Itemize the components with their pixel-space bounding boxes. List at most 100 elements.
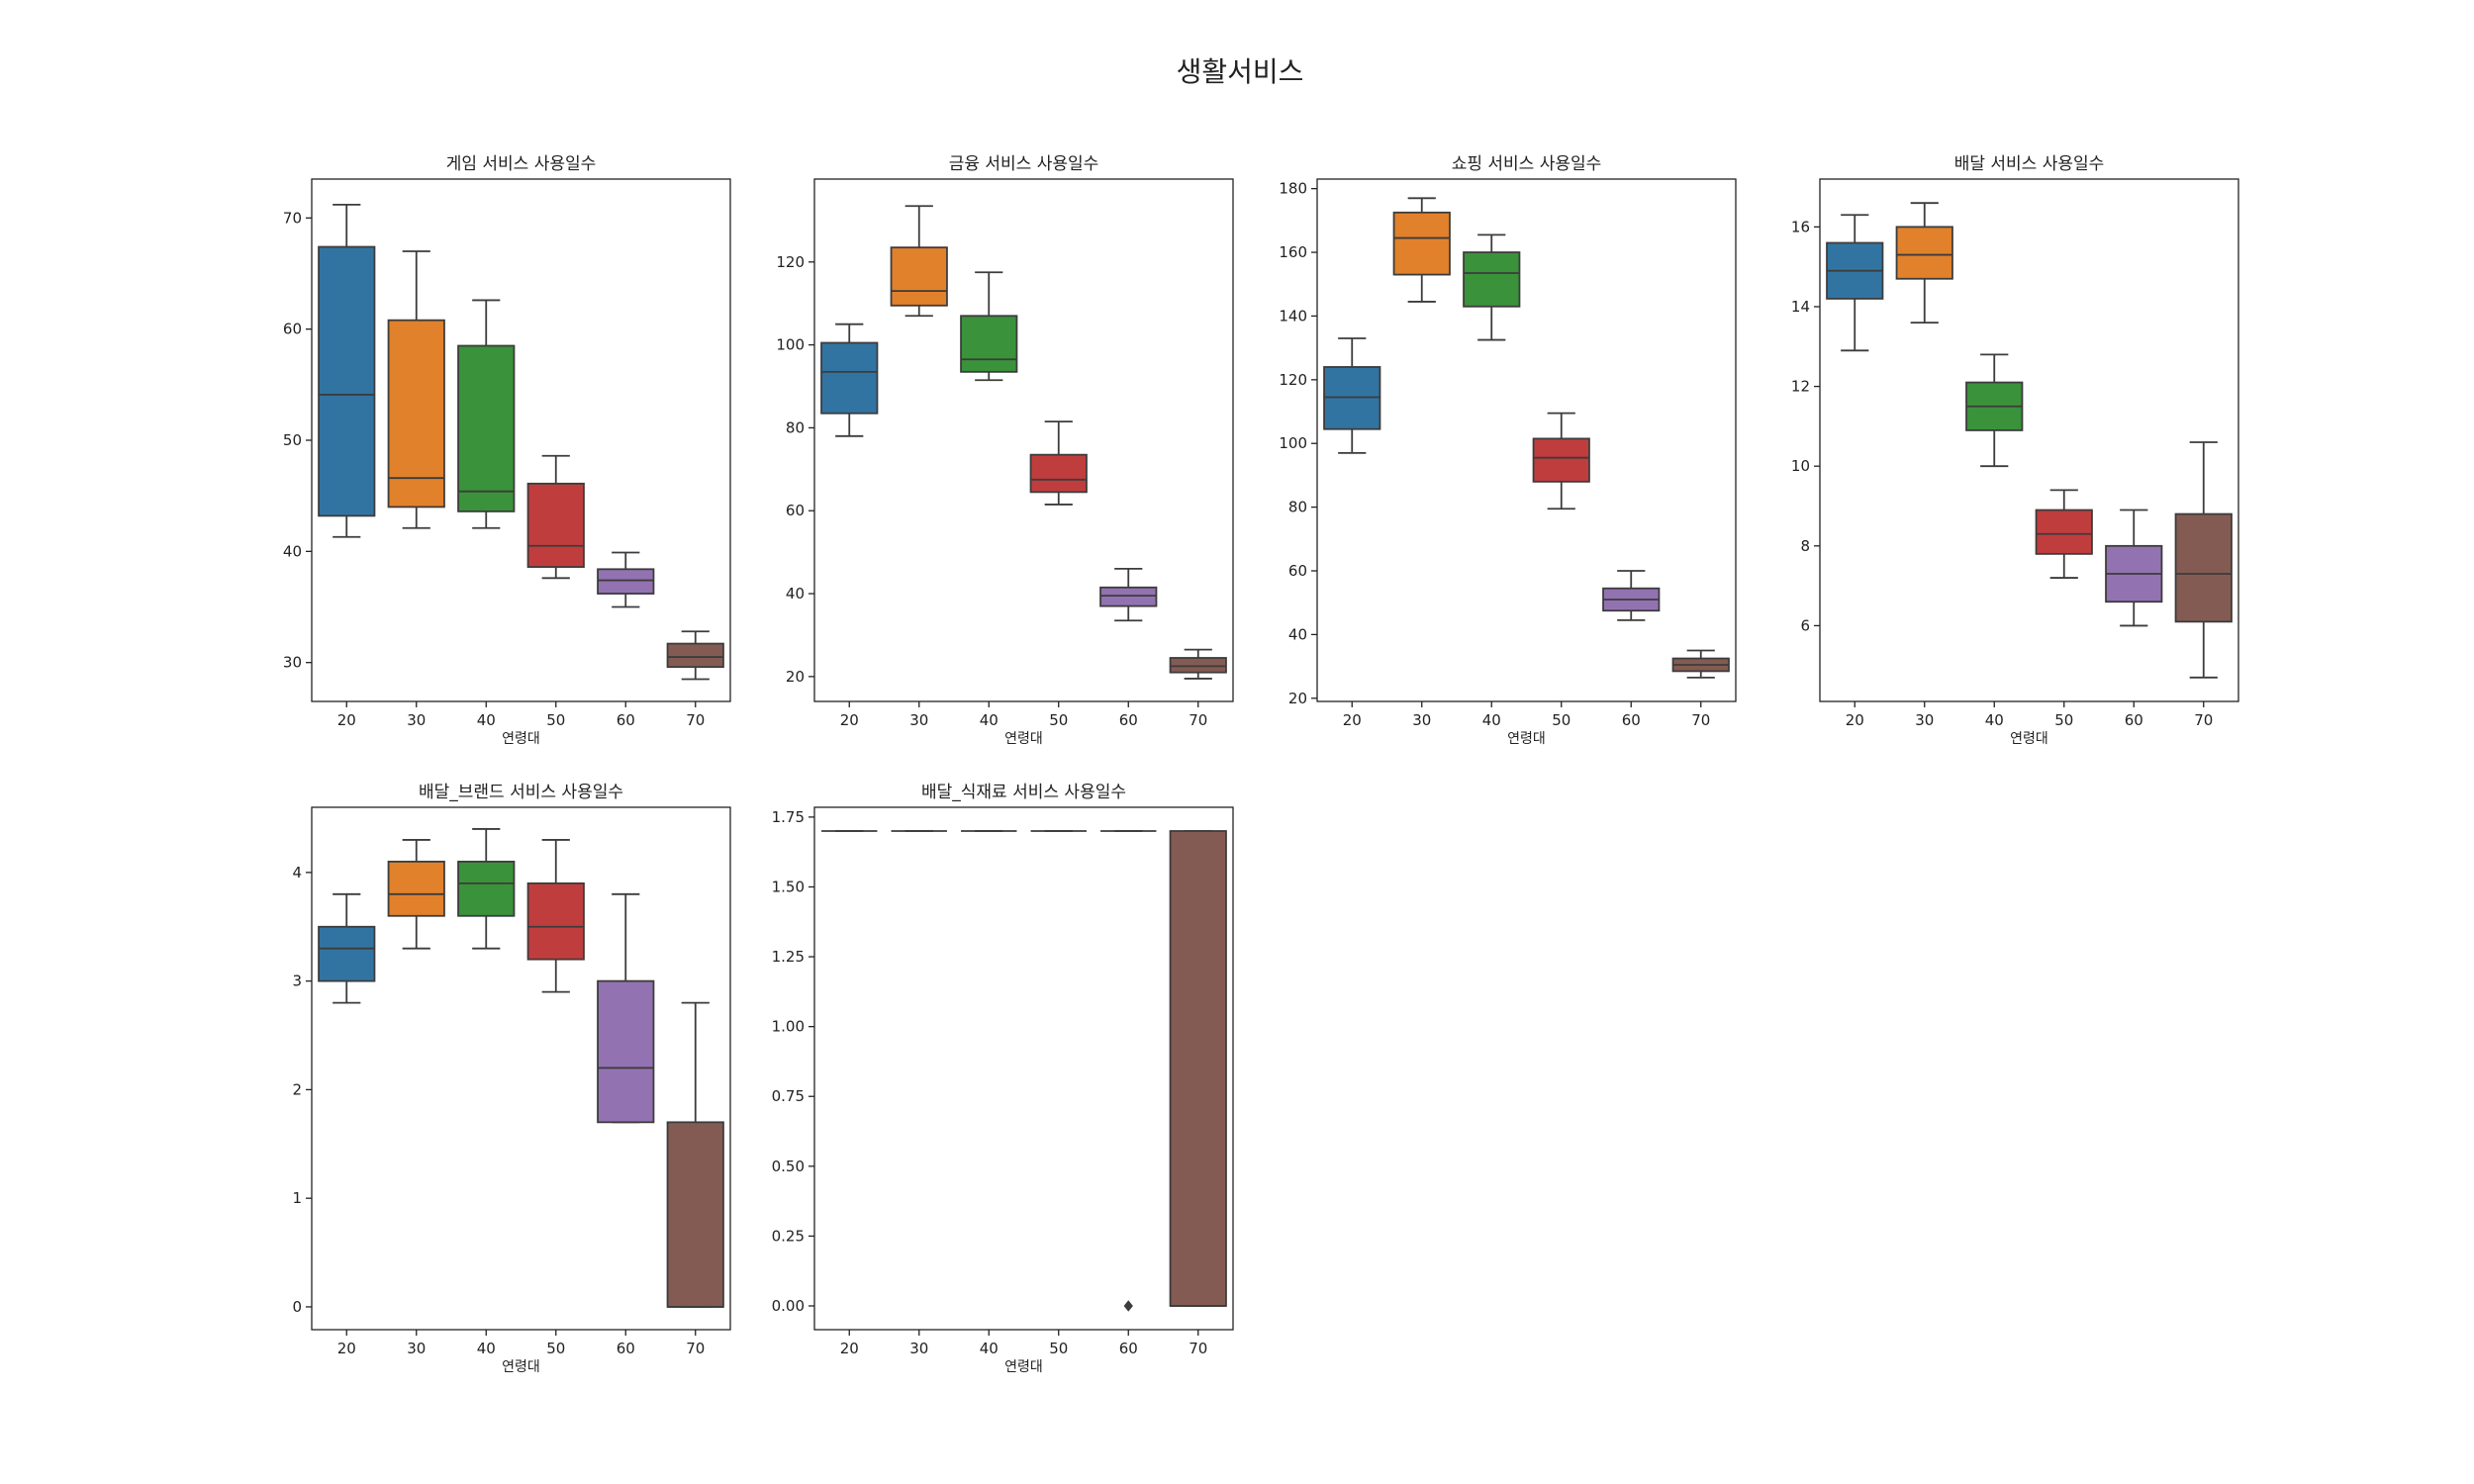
y-tick-label: 0.00 xyxy=(772,1297,805,1315)
box-70 xyxy=(666,1001,724,1308)
x-tick-label: 40 xyxy=(477,1340,496,1357)
y-tick-label: 8 xyxy=(1800,537,1810,555)
x-tick-label: 60 xyxy=(1119,1340,1138,1357)
box-40 xyxy=(457,828,516,950)
y-tick-label: 80 xyxy=(1288,499,1307,516)
x-tick-label: 60 xyxy=(2125,711,2143,729)
subplot-title: 금융 서비스 사용일수 xyxy=(949,154,1099,174)
box-body xyxy=(1895,226,1953,280)
y-tick-label: 140 xyxy=(1279,307,1307,325)
x-tick-label: 50 xyxy=(1049,1340,1068,1357)
x-tick-label: 70 xyxy=(1691,711,1710,729)
x-tick-label: 40 xyxy=(1482,711,1501,729)
subplot-title: 배달_식재료 서비스 사용일수 xyxy=(921,783,1126,802)
box-20 xyxy=(318,203,376,538)
x-tick-label: 60 xyxy=(1119,711,1138,729)
axes-frame xyxy=(1316,178,1737,702)
y-tick-label: 2 xyxy=(292,1080,302,1098)
box-30 xyxy=(1895,202,1953,324)
y-tick-label: 20 xyxy=(786,668,805,686)
x-axis-label: 연령대 xyxy=(502,731,540,747)
x-tick-label: 20 xyxy=(840,711,859,729)
x-axis-label: 연령대 xyxy=(1004,1359,1043,1375)
x-tick-label: 20 xyxy=(337,711,356,729)
box-40 xyxy=(457,299,516,529)
y-tick-label: 1.25 xyxy=(772,948,805,966)
box-50 xyxy=(1532,412,1590,510)
box-20 xyxy=(820,323,879,437)
subplot-3: 20 40 60 80 100 120 140 160 180 20 30 40 50 60 70 쇼핑 서비… xyxy=(1279,154,1737,747)
box-body xyxy=(2035,509,2093,555)
box-70 xyxy=(1169,830,1227,1307)
y-tick-label: 0.75 xyxy=(772,1087,805,1105)
box-body xyxy=(318,245,376,517)
subplot-title: 배달 서비스 사용일수 xyxy=(1954,154,2105,174)
y-tick-label: 100 xyxy=(776,336,805,354)
x-tick-label: 50 xyxy=(1552,711,1570,729)
box-70 xyxy=(666,630,724,681)
y-tick-label: 1.50 xyxy=(772,878,805,895)
x-tick-label: 40 xyxy=(477,711,496,729)
box-body xyxy=(666,642,724,669)
x-tick-label: 70 xyxy=(2194,711,2213,729)
y-tick-label: 0 xyxy=(292,1298,302,1316)
box-body xyxy=(526,482,585,568)
axes-frame xyxy=(311,806,731,1331)
box-30 xyxy=(1392,197,1451,303)
subplot-6: 0.00 0.25 0.50 0.75 1.00 1.25 1.50 1.75 20 30 40 50… xyxy=(772,783,1234,1375)
box-40 xyxy=(960,271,1018,382)
y-tick-label: 60 xyxy=(1288,562,1307,580)
x-tick-label: 50 xyxy=(1049,711,1068,729)
box-60 xyxy=(597,551,655,608)
x-tick-label: 70 xyxy=(1189,1340,1207,1357)
x-tick-label: 70 xyxy=(686,1340,705,1357)
box-body xyxy=(1463,251,1521,308)
box-50 xyxy=(2035,489,2093,579)
box-20 xyxy=(1826,214,1884,352)
x-axis-label: 연령대 xyxy=(502,1359,540,1375)
x-tick-label: 30 xyxy=(909,711,928,729)
x-tick-label: 70 xyxy=(686,711,705,729)
box-50 xyxy=(526,454,585,580)
y-tick-label: 16 xyxy=(1791,218,1810,235)
box-body xyxy=(1169,830,1227,1307)
y-tick-label: 180 xyxy=(1279,180,1307,198)
box-body xyxy=(1029,453,1088,494)
x-axis-label: 연령대 xyxy=(2010,731,2048,747)
y-tick-label: 40 xyxy=(283,542,302,560)
x-tick-label: 40 xyxy=(1985,711,2004,729)
box-body xyxy=(457,860,516,917)
subplot-title: 배달_브랜드 서비스 사용일수 xyxy=(419,783,623,802)
y-tick-label: 50 xyxy=(283,431,302,449)
box-body xyxy=(1392,211,1451,276)
axes-frame xyxy=(813,178,1234,702)
y-tick-label: 10 xyxy=(1791,457,1810,475)
y-tick-label: 40 xyxy=(786,585,805,603)
y-tick-label: 120 xyxy=(776,253,805,271)
y-tick-label: 14 xyxy=(1791,298,1810,316)
box-body xyxy=(1532,437,1590,483)
box-body xyxy=(2174,512,2233,623)
x-tick-label: 30 xyxy=(407,1340,426,1357)
y-tick-label: 1.00 xyxy=(772,1018,805,1036)
box-60 xyxy=(1099,568,1158,622)
box-body xyxy=(526,881,585,961)
x-tick-label: 50 xyxy=(546,1340,565,1357)
x-tick-label: 30 xyxy=(1915,711,1934,729)
x-tick-label: 60 xyxy=(1622,711,1641,729)
box-body xyxy=(387,860,445,917)
y-tick-label: 0.25 xyxy=(772,1227,805,1245)
x-tick-label: 60 xyxy=(617,711,635,729)
box-30 xyxy=(387,839,445,950)
box-40 xyxy=(1965,353,2024,468)
box-20 xyxy=(318,892,376,1004)
y-tick-label: 12 xyxy=(1791,378,1810,396)
subplot-title: 쇼핑 서비스 사용일수 xyxy=(1452,154,1602,174)
outlier-point xyxy=(1123,1300,1133,1312)
y-tick-label: 1.75 xyxy=(772,808,805,826)
y-tick-label: 120 xyxy=(1279,371,1307,389)
axes-frame xyxy=(1819,178,2239,702)
